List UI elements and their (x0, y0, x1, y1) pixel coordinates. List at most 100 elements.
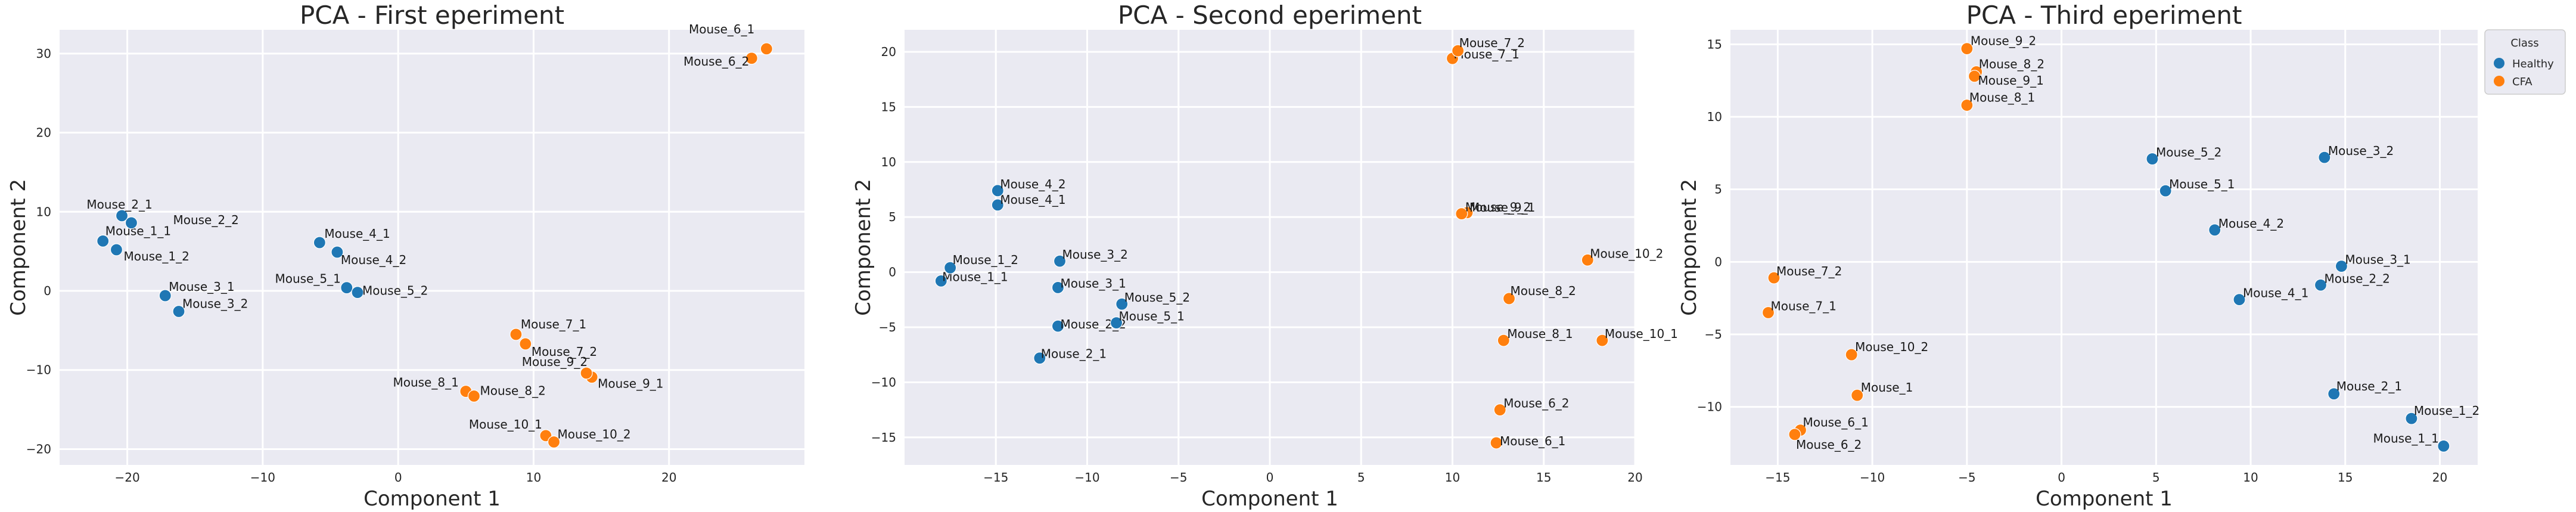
data-point (159, 289, 172, 302)
point-label: Mouse_3_2 (1062, 247, 1128, 262)
data-point (115, 209, 129, 222)
point-label: Mouse_9_1 (1469, 200, 1535, 215)
x-axis-label: Component 1 (363, 487, 501, 511)
point-label: Mouse_6_2 (1503, 396, 1569, 411)
pca-panel-2: −15 −10 −5 0 5 10 15 20 −15 −10 −5 0 5 10 15 20 PCA - Se… (852, 1, 1678, 511)
point-label: Mouse_9_2 (1465, 200, 1531, 215)
x-tick-label: −10 (1074, 470, 1099, 485)
point-label: Mouse_1_1 (2373, 431, 2439, 445)
y-tick-label: 10 (1707, 110, 1722, 124)
point-label: Mouse_7_2 (1776, 264, 1842, 278)
data-point (1493, 403, 1506, 417)
data-point (2335, 260, 2348, 273)
point-label: Mouse_7_1 (521, 317, 586, 331)
point-label: Mouse_9_2 (1971, 34, 2036, 48)
data-point (2437, 439, 2450, 452)
x-tick-label: 5 (2152, 470, 2160, 485)
data-point (944, 261, 957, 274)
data-point (125, 216, 138, 229)
data-point (1960, 98, 1974, 112)
point-label: Mouse_4_1 (324, 226, 390, 241)
data-point (2328, 387, 2341, 401)
y-tick-label: 10 (36, 204, 51, 219)
x-tick-label: 10 (1445, 470, 1460, 485)
point-label: Mouse_8_1 (1969, 91, 2035, 105)
point-label: Mouse_3_2 (2328, 144, 2394, 158)
data-point (1490, 436, 1503, 449)
point-label: Mouse_8_2 (480, 384, 545, 398)
point-label: Mouse_7_2 (1459, 36, 1525, 50)
y-tick-label: 5 (1714, 182, 1722, 197)
pca-panel-3: −15 −10 −5 0 5 10 15 20 −10 −5 0 5 10 15 PCA - Third e… (1677, 1, 2566, 511)
legend-box (2484, 29, 2566, 95)
chart-title: PCA - Third eperiment (1966, 1, 2242, 30)
legend-entry: CFA (2512, 76, 2533, 88)
point-label: Mouse_3_1 (1060, 276, 1126, 290)
x-tick-label: −20 (115, 470, 140, 485)
point-label: Mouse_9_2 (522, 355, 588, 369)
data-point (1033, 352, 1046, 365)
data-point (1497, 334, 1510, 347)
legend: Class Healthy CFA (2484, 29, 2566, 95)
data-point (2159, 184, 2172, 197)
data-point (1502, 292, 1516, 305)
point-label: Mouse_6_1 (689, 22, 754, 36)
data-point (2318, 151, 2331, 164)
point-label: Mouse_4_1 (2243, 286, 2308, 300)
plot-area (60, 30, 804, 465)
y-tick-label: 10 (881, 155, 896, 169)
point-label: Mouse_1_2 (2414, 404, 2479, 418)
point-label: Mouse_3_1 (169, 280, 234, 294)
x-tick-label: 0 (2058, 470, 2065, 485)
y-tick-label: −10 (26, 363, 51, 377)
y-tick-label: −5 (1705, 327, 1722, 342)
y-tick-label: 0 (43, 284, 51, 298)
x-tick-label: 10 (2243, 470, 2258, 485)
point-label: Mouse_6_2 (683, 54, 749, 69)
point-label: Mouse_4_1 (1000, 193, 1065, 207)
data-point (351, 286, 364, 299)
point-label: Mouse_4_2 (341, 253, 406, 267)
point-label: Mouse_1_2 (123, 249, 189, 263)
data-point (991, 184, 1004, 197)
x-tick-label: 20 (661, 470, 676, 485)
point-label: Mouse_3_1 (2345, 253, 2410, 267)
data-point (467, 389, 481, 403)
data-point (1788, 428, 1801, 441)
x-tick-label: 5 (1357, 470, 1365, 485)
data-point (934, 274, 947, 287)
point-label: Mouse_5_2 (362, 284, 428, 298)
point-label: Mouse_5_2 (1124, 290, 1190, 305)
point-label: Mouse_8_2 (1511, 284, 1576, 298)
point-label: Mouse_6_1 (1803, 415, 1868, 430)
y-tick-label: 0 (888, 265, 896, 280)
point-label: Mouse_5_1 (275, 272, 340, 286)
point-label: Mouse_2_1 (86, 197, 152, 212)
x-tick-label: 0 (1266, 470, 1274, 485)
data-point (340, 281, 353, 294)
point-label: Mouse_8_2 (1979, 57, 2044, 72)
x-tick-label: 20 (1627, 470, 1642, 485)
y-axis-label: Component 2 (852, 179, 875, 316)
point-label: Mouse_2_2 (173, 213, 238, 227)
y-tick-label: 20 (36, 126, 51, 140)
point-label: Mouse_10_2 (1855, 340, 1928, 354)
data-point (313, 236, 326, 249)
point-label: Mouse_2_1 (2336, 379, 2402, 393)
legend-entry: Healthy (2512, 58, 2554, 70)
point-label: Mouse_5_1 (1119, 309, 1185, 324)
x-tick-label: 15 (2338, 470, 2353, 485)
point-label: Mouse_7_2 (532, 345, 597, 359)
data-point (1845, 348, 1858, 361)
data-point (991, 198, 1004, 212)
y-tick-label: 0 (1714, 255, 1722, 269)
point-label: Mouse_8_1 (393, 376, 458, 390)
point-label: Mouse_10_1 (469, 417, 542, 432)
data-point (2233, 293, 2246, 306)
data-point (1455, 207, 1468, 221)
y-tick-label: −20 (26, 442, 51, 456)
data-point (1968, 70, 1981, 83)
x-tick-label: −15 (983, 470, 1008, 485)
data-point (110, 243, 123, 256)
